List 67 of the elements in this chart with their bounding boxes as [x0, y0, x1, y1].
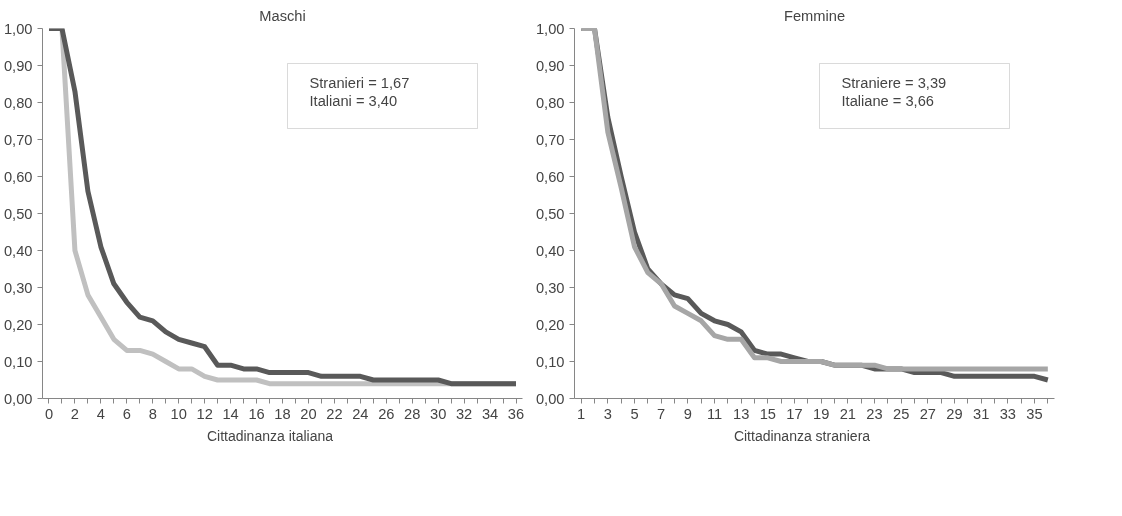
- x-tick-label: 27: [919, 405, 936, 422]
- y-tick-label: 0,10: [3, 353, 33, 370]
- y-tick-label: 0,70: [535, 131, 565, 148]
- x-tick-label: 13: [733, 405, 750, 422]
- x-tick-label: 24: [352, 405, 369, 422]
- x-tick-label: 32: [455, 405, 473, 422]
- x-tick-label: 29: [946, 405, 963, 422]
- y-tick-label: 0,20: [535, 316, 565, 333]
- x-tick-label: 2: [70, 405, 80, 422]
- annotation: Italiani = 3,40: [309, 92, 398, 109]
- x-tick-label: 25: [893, 405, 910, 422]
- y-tick-label: 0,90: [535, 57, 565, 74]
- x-tick-label: 30: [430, 405, 447, 422]
- y-tick-label: 0,40: [3, 242, 33, 259]
- x-tick-label: 26: [378, 405, 395, 422]
- text: Cittadinanza italiana: [206, 428, 334, 444]
- x-tick-label: 8: [148, 405, 157, 422]
- x-tick-label: 6: [122, 405, 131, 422]
- y-tick-label: 0,60: [535, 168, 565, 185]
- y-tick-label: 0,20: [3, 316, 33, 333]
- y-tick-label: 0,30: [535, 279, 565, 296]
- x-tick-label: 16: [248, 405, 265, 422]
- y-tick-label: 0,60: [3, 168, 33, 185]
- x-tick-label: 11: [706, 405, 723, 422]
- y-tick-label: 0,00: [3, 390, 33, 407]
- x-tick-label: 0: [44, 405, 54, 422]
- x-tick-label: 19: [813, 405, 830, 422]
- annotation: Italiane = 3,66: [841, 92, 934, 109]
- y-tick-label: 1,00: [3, 20, 33, 37]
- y-tick-label: 0,50: [3, 205, 33, 222]
- x-tick-label: 28: [404, 405, 421, 422]
- y-tick-label: 0,00: [535, 390, 565, 407]
- x-tick-label: 36: [507, 405, 525, 422]
- x-tick-label: 21: [839, 405, 856, 422]
- x-tick-label: 20: [300, 405, 317, 422]
- text: Cittadinanza straniera: [733, 428, 871, 444]
- x-tick-label: 31: [973, 405, 990, 422]
- x-tick-label: 4: [96, 405, 105, 422]
- x-tick-label: 1: [577, 405, 586, 422]
- x-tick-label: 10: [170, 405, 187, 422]
- x-tick-label: 7: [657, 405, 666, 422]
- x-tick-label: 22: [326, 405, 343, 422]
- y-tick-label: 1,00: [535, 20, 565, 37]
- y-tick-label: 0,40: [535, 242, 565, 259]
- annotation: Straniere = 3,39: [841, 74, 947, 91]
- chart-title: Maschi: [259, 7, 306, 24]
- x-tick-label: 3: [603, 405, 612, 422]
- x-tick-label: 17: [786, 405, 803, 422]
- y-tick-label: 0,50: [535, 205, 565, 222]
- y-tick-label: 0,80: [535, 94, 565, 111]
- y-tick-label: 0,30: [3, 279, 33, 296]
- x-tick-label: 23: [866, 405, 883, 422]
- y-tick-label: 0,80: [3, 94, 33, 111]
- annotation: Stranieri = 1,67: [309, 74, 410, 91]
- x-tick-label: 15: [759, 405, 776, 422]
- x-tick-label: 18: [274, 405, 291, 422]
- x-tick-label: 12: [196, 405, 213, 422]
- y-tick-label: 0,70: [3, 131, 33, 148]
- y-tick-label: 0,10: [535, 353, 565, 370]
- x-tick-label: 33: [999, 405, 1016, 422]
- x-tick-label: 34: [481, 405, 499, 422]
- x-tick-label: 9: [683, 405, 692, 422]
- x-tick-label: 14: [222, 405, 239, 422]
- y-tick-label: 0,90: [3, 57, 33, 74]
- x-tick-label: 5: [630, 405, 639, 422]
- chart-title: Femmine: [783, 7, 846, 24]
- x-tick-label: 35: [1026, 405, 1043, 422]
